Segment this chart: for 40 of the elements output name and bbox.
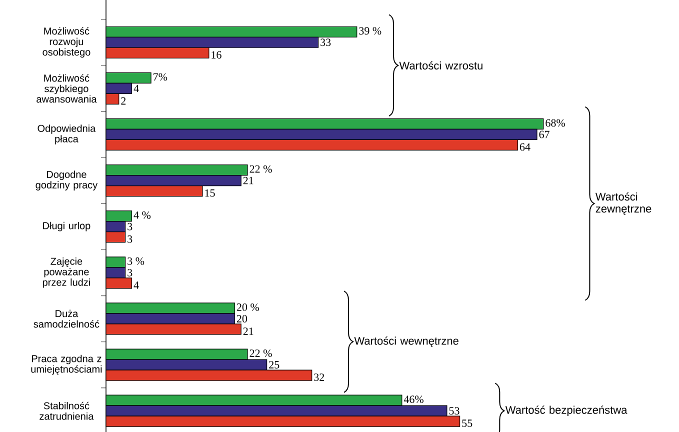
y-tick-label: Stabilność zatrudnienia <box>40 402 94 420</box>
annotation: Wartości wewnętrzne <box>354 336 458 347</box>
data-label: 46% <box>404 396 424 404</box>
data-label: 16 <box>212 51 222 59</box>
data-label: 4 <box>134 84 139 92</box>
data-label: 33 <box>320 38 331 46</box>
y-tick-label: Długi urlop <box>43 222 90 232</box>
data-label: 15 <box>205 189 215 197</box>
data-label: 68% <box>546 119 565 127</box>
y-tick-label: Możliwość szybkiego awansowania <box>36 74 97 103</box>
data-label: 64 <box>520 143 530 151</box>
data-label: 2 <box>121 97 126 105</box>
data-label: 20 % <box>236 303 259 311</box>
data-label: 39 % <box>359 27 382 35</box>
annotation: Wartości wzrostu <box>399 61 482 70</box>
data-label: 4 <box>134 282 139 289</box>
data-label: 22 % <box>250 165 272 173</box>
text: Wartości zewnętrzne <box>595 192 652 215</box>
annotation: Wartość bezpieczeństwa <box>505 406 628 416</box>
data-label: 22 % <box>250 350 272 357</box>
data-label: 4 % <box>134 211 151 219</box>
data-label: 3 <box>128 222 132 230</box>
y-tick-label: Możliwość rozwoju osobistego <box>42 27 90 58</box>
y-tick-label: Zajęcie poważane przez ludzi <box>42 257 90 288</box>
data-label: 3 <box>128 268 132 276</box>
data-label: 25 <box>269 361 280 368</box>
data-label: 55 <box>462 420 472 427</box>
data-label: 67 <box>539 130 550 138</box>
data-label: 20 <box>236 315 248 322</box>
data-label: 21 <box>243 176 254 184</box>
y-tick-label: Odpowiednia płaca <box>38 124 96 144</box>
y-tick-label: Duża samodzielność <box>34 310 100 328</box>
data-label: 53 <box>449 407 460 415</box>
y-tick-label: Praca zgodna z umiejętnościami <box>31 354 102 375</box>
data-label: 7% <box>154 73 168 81</box>
data-label: 32 <box>314 374 324 381</box>
data-label: 3 % <box>128 257 144 265</box>
data-label: 3 <box>128 235 132 243</box>
y-tick-label: Dogodne godziny pracy <box>36 170 98 190</box>
data-label: 21 <box>243 328 254 335</box>
